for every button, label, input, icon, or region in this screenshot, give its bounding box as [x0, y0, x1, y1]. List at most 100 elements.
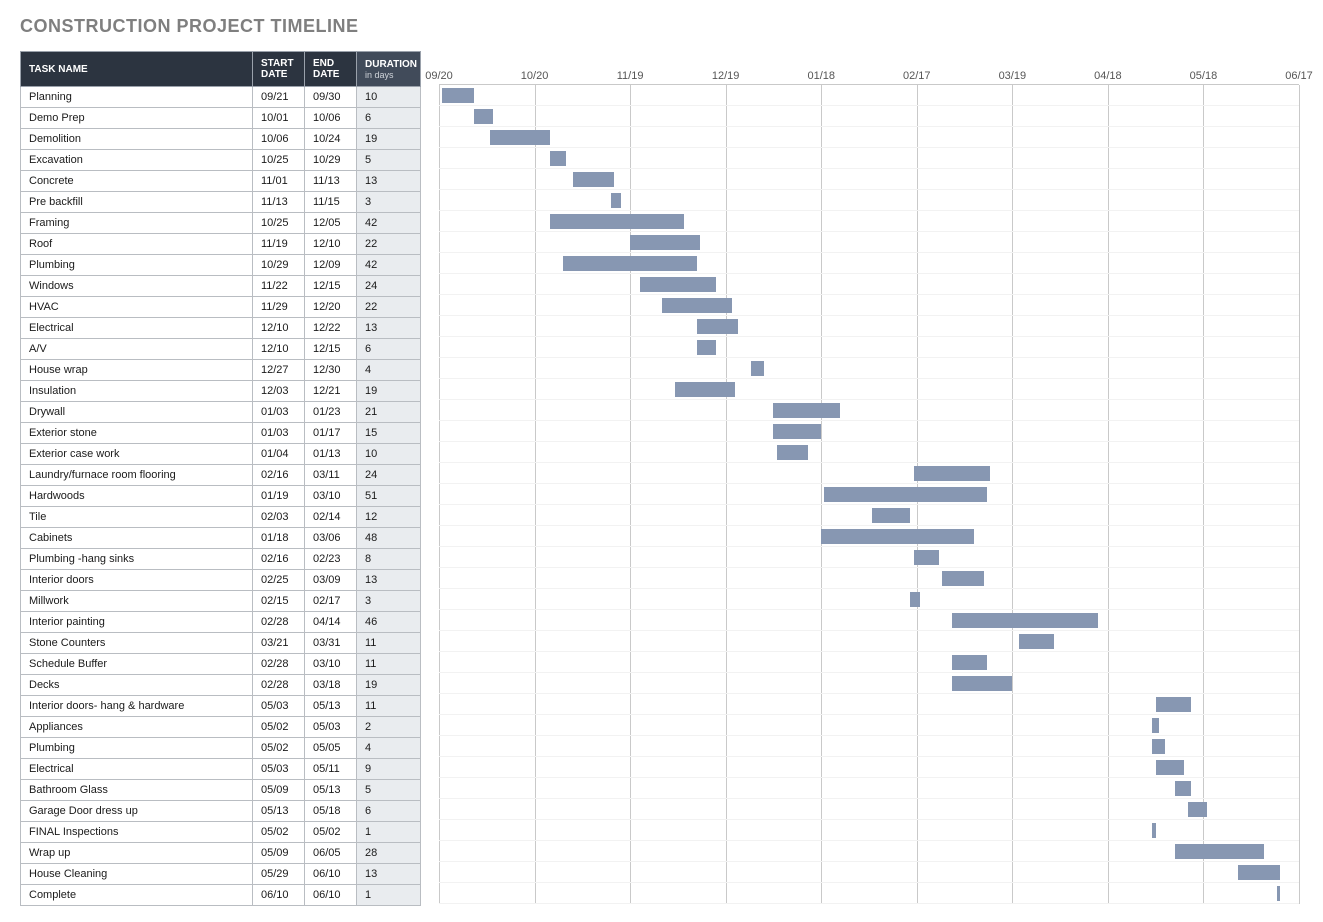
task-name-cell: House Cleaning [21, 864, 253, 885]
gantt-row [439, 232, 1299, 253]
task-duration-cell: 13 [357, 864, 421, 885]
gantt-row [439, 442, 1299, 463]
task-duration-cell: 5 [357, 150, 421, 171]
table-row: Excavation10/2510/295 [21, 150, 421, 171]
gantt-row [439, 211, 1299, 232]
task-end-cell: 02/17 [305, 591, 357, 612]
table-row: Plumbing -hang sinks02/1602/238 [21, 549, 421, 570]
task-end-cell: 05/13 [305, 696, 357, 717]
gantt-row [439, 568, 1299, 589]
axis-tick: 05/18 [1190, 70, 1218, 82]
task-start-cell: 11/22 [253, 276, 305, 297]
task-end-cell: 10/29 [305, 150, 357, 171]
task-end-cell: 05/18 [305, 801, 357, 822]
task-duration-cell: 11 [357, 633, 421, 654]
gantt-bar [1152, 823, 1155, 838]
task-duration-cell: 24 [357, 276, 421, 297]
task-end-cell: 09/30 [305, 87, 357, 108]
table-row: Millwork02/1502/173 [21, 591, 421, 612]
gantt-row [439, 253, 1299, 274]
gantt-bar [662, 298, 732, 313]
task-end-cell: 05/05 [305, 738, 357, 759]
task-duration-cell: 19 [357, 381, 421, 402]
task-name-cell: Electrical [21, 759, 253, 780]
task-name-cell: Decks [21, 675, 253, 696]
gantt-row [439, 883, 1299, 904]
task-start-cell: 02/03 [253, 507, 305, 528]
gantt-row [439, 421, 1299, 442]
gantt-row [439, 715, 1299, 736]
gantt-bar [611, 193, 621, 208]
gantt-bar [942, 571, 983, 586]
task-name-cell: Drywall [21, 402, 253, 423]
task-duration-cell: 3 [357, 591, 421, 612]
task-name-cell: Demo Prep [21, 108, 253, 129]
task-duration-cell: 8 [357, 549, 421, 570]
task-duration-cell: 10 [357, 87, 421, 108]
table-row: Laundry/furnace room flooring02/1603/112… [21, 465, 421, 486]
task-start-cell: 03/21 [253, 633, 305, 654]
table-row: Tile02/0302/1412 [21, 507, 421, 528]
task-duration-cell: 22 [357, 234, 421, 255]
task-name-cell: Millwork [21, 591, 253, 612]
gantt-row [439, 169, 1299, 190]
gantt-row [439, 106, 1299, 127]
gantt-bar [910, 592, 920, 607]
task-start-cell: 10/29 [253, 255, 305, 276]
gridline [1299, 85, 1300, 904]
table-row: Appliances05/0205/032 [21, 717, 421, 738]
gantt-row [439, 463, 1299, 484]
col-duration: DURATION in days [357, 52, 421, 87]
task-table: TASK NAME START DATE END DATE DURATION i… [20, 51, 421, 906]
task-name-cell: Framing [21, 213, 253, 234]
task-name-cell: Plumbing [21, 255, 253, 276]
gantt-row [439, 358, 1299, 379]
axis-tick: 02/17 [903, 70, 931, 82]
table-row: Cabinets01/1803/0648 [21, 528, 421, 549]
task-end-cell: 03/31 [305, 633, 357, 654]
gantt-bar [777, 445, 809, 460]
table-row: Electrical12/1012/2213 [21, 318, 421, 339]
gantt-bar [751, 361, 764, 376]
task-end-cell: 06/05 [305, 843, 357, 864]
task-duration-cell: 11 [357, 696, 421, 717]
task-duration-cell: 22 [357, 297, 421, 318]
task-end-cell: 01/13 [305, 444, 357, 465]
task-start-cell: 11/13 [253, 192, 305, 213]
task-duration-cell: 13 [357, 318, 421, 339]
gantt-bar [952, 655, 987, 670]
table-row: Drywall01/0301/2321 [21, 402, 421, 423]
gantt-row [439, 694, 1299, 715]
task-name-cell: Schedule Buffer [21, 654, 253, 675]
table-row: Hardwoods01/1903/1051 [21, 486, 421, 507]
task-end-cell: 04/14 [305, 612, 357, 633]
task-start-cell: 02/15 [253, 591, 305, 612]
task-start-cell: 11/19 [253, 234, 305, 255]
task-name-cell: Garage Door dress up [21, 801, 253, 822]
table-row: Garage Door dress up05/1305/186 [21, 801, 421, 822]
table-row: Schedule Buffer02/2803/1011 [21, 654, 421, 675]
task-duration-cell: 6 [357, 339, 421, 360]
task-duration-cell: 24 [357, 465, 421, 486]
task-name-cell: Wrap up [21, 843, 253, 864]
col-end-date: END DATE [305, 52, 357, 87]
task-name-cell: Insulation [21, 381, 253, 402]
table-row: Bathroom Glass05/0905/135 [21, 780, 421, 801]
table-row: Interior painting02/2804/1446 [21, 612, 421, 633]
table-row: Exterior stone01/0301/1715 [21, 423, 421, 444]
task-name-cell: FINAL Inspections [21, 822, 253, 843]
task-name-cell: Interior doors [21, 570, 253, 591]
task-name-cell: Concrete [21, 171, 253, 192]
task-name-cell: Roof [21, 234, 253, 255]
task-start-cell: 02/25 [253, 570, 305, 591]
task-name-cell: Appliances [21, 717, 253, 738]
task-start-cell: 05/02 [253, 717, 305, 738]
gantt-row [439, 400, 1299, 421]
task-duration-cell: 48 [357, 528, 421, 549]
task-duration-cell: 4 [357, 360, 421, 381]
axis-tick: 03/19 [999, 70, 1027, 82]
gantt-bar [490, 130, 551, 145]
task-start-cell: 05/03 [253, 759, 305, 780]
gantt-bar [952, 676, 1013, 691]
task-start-cell: 01/04 [253, 444, 305, 465]
